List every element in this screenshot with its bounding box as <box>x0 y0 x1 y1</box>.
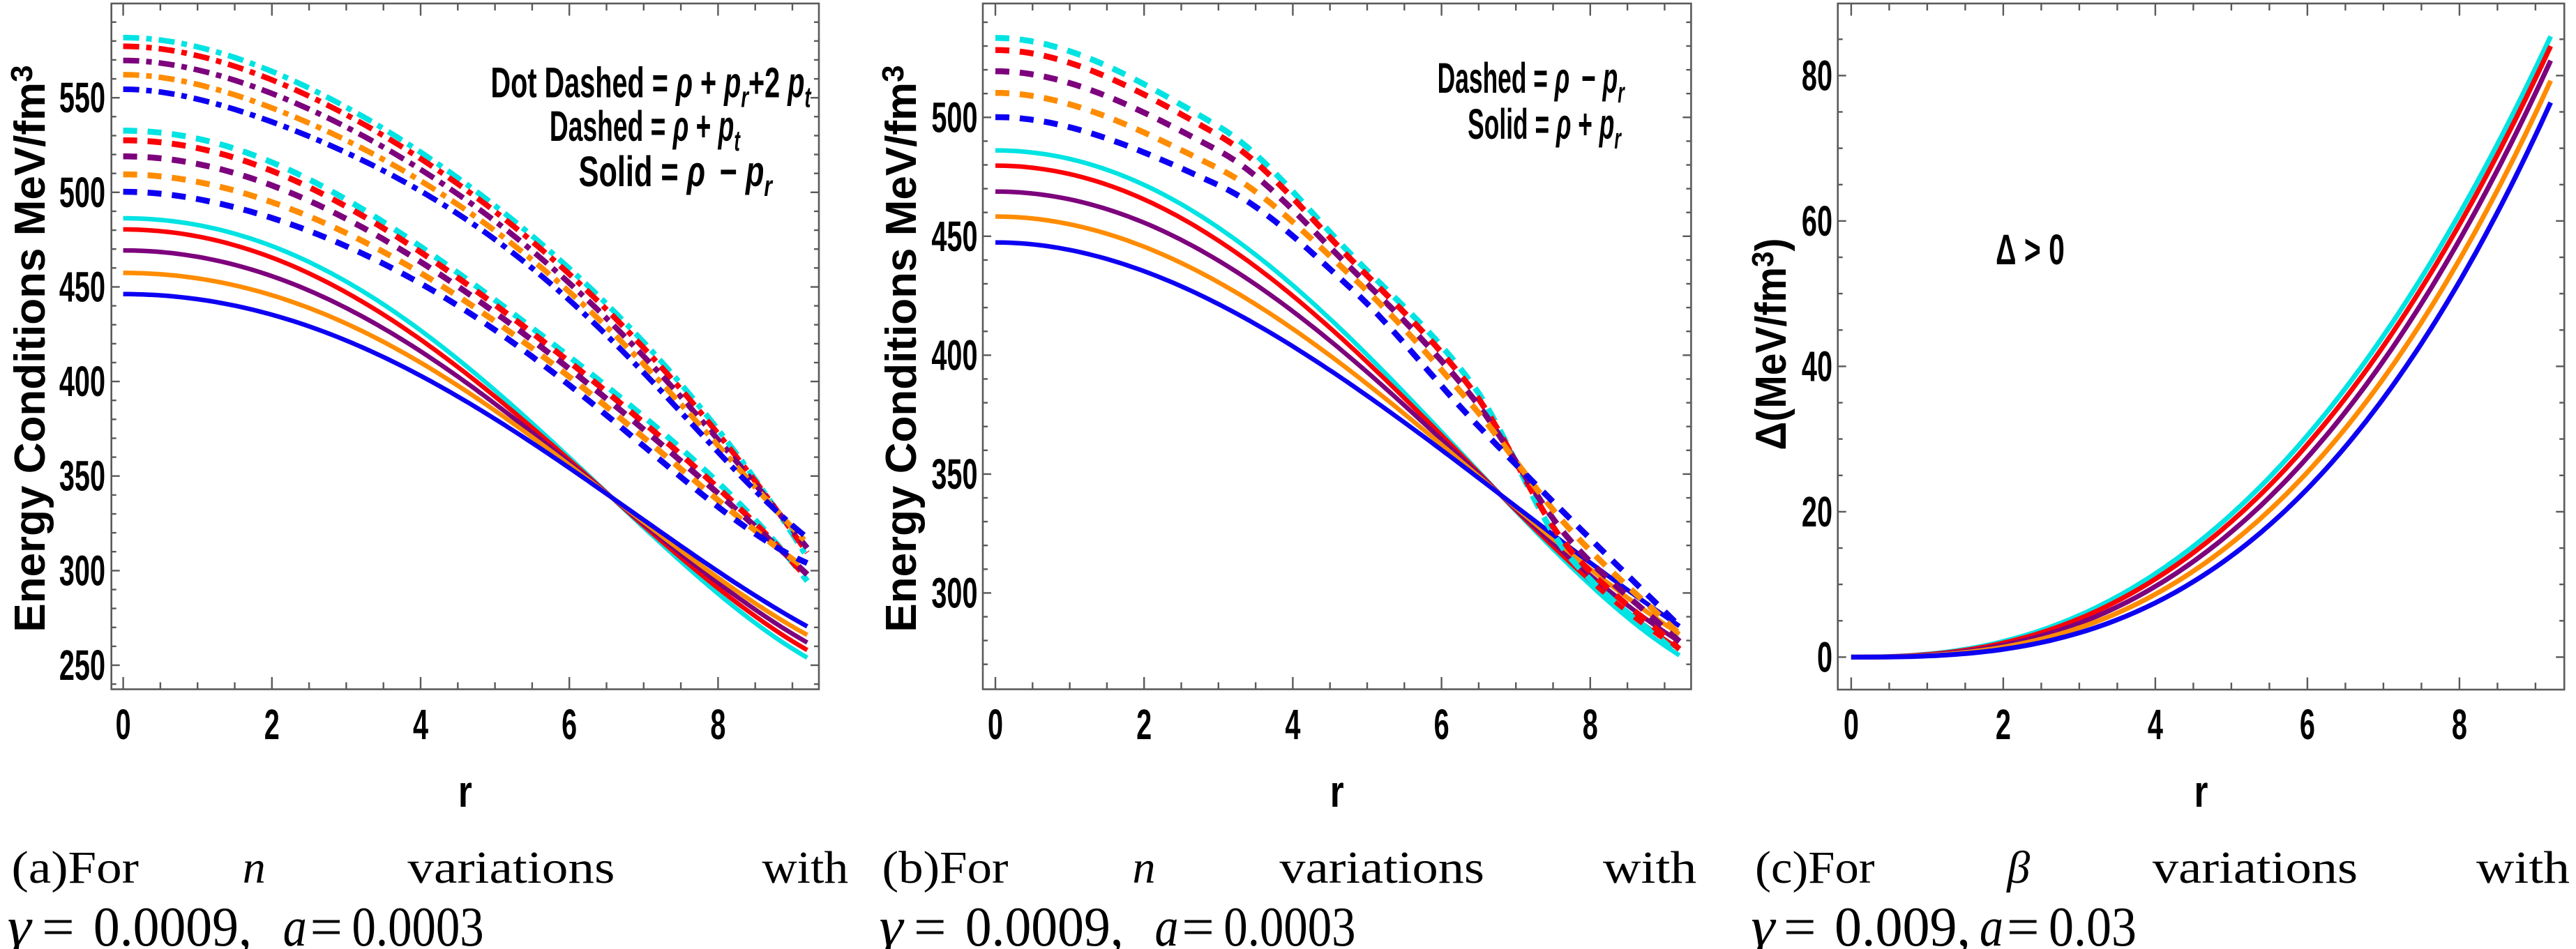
svg-text:500: 500 <box>931 93 977 142</box>
svg-text:40: 40 <box>1802 342 1832 390</box>
svg-text:0.009,: 0.009, <box>1835 897 1971 949</box>
svg-text:300: 300 <box>59 547 105 595</box>
svg-text:Energy Conditions MeV/fm3: Energy Conditions MeV/fm3 <box>5 65 54 632</box>
svg-text:a: a <box>283 897 307 949</box>
svg-text:with: with <box>2476 842 2570 893</box>
svg-text:2: 2 <box>264 700 280 748</box>
svg-text:350: 350 <box>931 450 977 498</box>
svg-text:0: 0 <box>116 700 131 748</box>
svg-text:450: 450 <box>59 263 105 311</box>
svg-text:350: 350 <box>59 452 105 500</box>
svg-text:4: 4 <box>1285 700 1300 748</box>
svg-text:γ: γ <box>880 897 905 949</box>
svg-text:(b)For: (b)For <box>882 842 1009 893</box>
svg-text:6: 6 <box>1434 700 1449 748</box>
svg-text:a: a <box>1155 897 1179 949</box>
svg-text:r: r <box>2194 768 2208 817</box>
svg-text:Dashed = ρ − pr: Dashed = ρ − pr <box>1438 54 1625 109</box>
svg-text:8: 8 <box>710 700 725 748</box>
svg-text:=: = <box>1784 897 1816 949</box>
svg-text:=: = <box>2007 897 2040 949</box>
svg-text:0.03: 0.03 <box>2049 897 2137 949</box>
svg-text:20: 20 <box>1802 487 1832 536</box>
svg-text:0: 0 <box>1817 633 1832 681</box>
svg-text:γ: γ <box>1751 897 1777 949</box>
svg-text:80: 80 <box>1802 52 1832 100</box>
svg-text:n: n <box>1133 842 1156 893</box>
svg-text:6: 6 <box>562 700 577 748</box>
svg-text:Solid = ρ + pr: Solid = ρ + pr <box>1468 100 1622 155</box>
svg-text:r: r <box>458 768 472 817</box>
svg-text:Δ(MeV/fm3): Δ(MeV/fm3) <box>1745 238 1795 450</box>
svg-text:a: a <box>1980 897 2003 949</box>
svg-text:0: 0 <box>1844 700 1859 748</box>
svg-text:400: 400 <box>59 357 105 405</box>
svg-text:with: with <box>762 842 848 893</box>
svg-text:n: n <box>243 842 266 893</box>
svg-text:β: β <box>2005 842 2030 893</box>
svg-text:450: 450 <box>931 212 977 260</box>
svg-text:2: 2 <box>1996 700 2011 748</box>
svg-text:variations: variations <box>2153 842 2358 893</box>
svg-text:0.0003: 0.0003 <box>1223 897 1355 949</box>
svg-text:6: 6 <box>2300 700 2315 748</box>
svg-text:(c)For: (c)For <box>1755 842 1874 893</box>
svg-text:4: 4 <box>413 700 428 748</box>
svg-text:(a)For: (a)For <box>12 842 140 893</box>
svg-text:Δ > 0: Δ > 0 <box>1996 227 2065 274</box>
svg-text:4: 4 <box>2148 700 2163 748</box>
svg-text:2: 2 <box>1136 700 1152 748</box>
svg-text:500: 500 <box>59 168 105 216</box>
svg-text:550: 550 <box>59 73 105 121</box>
svg-text:variations: variations <box>1279 842 1484 893</box>
svg-text:8: 8 <box>2452 700 2467 748</box>
svg-text:0.0009,: 0.0009, <box>93 897 252 949</box>
svg-text:Solid = ρ − pr: Solid = ρ − pr <box>579 149 774 202</box>
svg-text:8: 8 <box>1583 700 1598 748</box>
svg-text:=: = <box>310 897 343 949</box>
svg-text:300: 300 <box>931 569 977 617</box>
svg-text:=: = <box>1182 897 1214 949</box>
svg-text:0.0003: 0.0003 <box>352 897 484 949</box>
svg-text:0: 0 <box>988 700 1003 748</box>
svg-text:=: = <box>914 897 947 949</box>
svg-text:Dashed = ρ + pt: Dashed = ρ + pt <box>550 102 741 157</box>
svg-text:γ: γ <box>8 897 33 949</box>
svg-text:with: with <box>1603 842 1696 893</box>
svg-text:0.0009,: 0.0009, <box>965 897 1124 949</box>
svg-text:250: 250 <box>59 641 105 689</box>
svg-text:60: 60 <box>1802 197 1832 245</box>
svg-text:Dot Dashed = ρ + pr+2 pt: Dot Dashed = ρ + pr+2 pt <box>490 59 811 114</box>
svg-text:=: = <box>42 897 75 949</box>
svg-text:Energy Conditions MeV/fm3: Energy Conditions MeV/fm3 <box>876 65 926 632</box>
svg-text:r: r <box>1330 768 1344 817</box>
svg-text:variations: variations <box>407 842 615 893</box>
svg-text:400: 400 <box>931 331 977 379</box>
